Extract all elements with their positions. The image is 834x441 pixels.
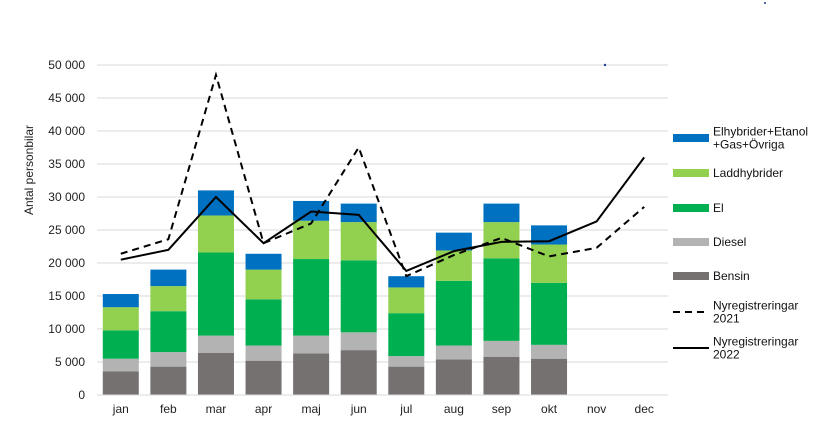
legend-label: Elhybrider+Etanol (713, 125, 808, 139)
series-line (120, 156, 646, 273)
x-tick-label: aug (444, 402, 464, 416)
bar-segment (435, 232, 472, 251)
legend-label: Diesel (713, 235, 746, 249)
bar-segment (293, 335, 330, 354)
stray-dot (603, 63, 607, 67)
bar-segment (245, 269, 282, 300)
y-tick-label: 20 000 (48, 256, 85, 270)
bar-segment (102, 330, 139, 359)
x-tick-label: feb (160, 402, 177, 416)
y-axis-title: Antal personbilar (22, 125, 36, 215)
bar-segment (245, 253, 282, 270)
x-tick-label: okt (541, 402, 558, 416)
bar-segment (483, 258, 520, 341)
legend-swatch (673, 238, 709, 246)
bar-segment (150, 269, 187, 287)
y-tick-label: 35 000 (48, 157, 85, 171)
bar-segment (197, 252, 234, 336)
x-tick-label: dec (635, 402, 654, 416)
x-tick-label: nov (587, 402, 606, 416)
bar-segment (150, 311, 187, 353)
bar-segment (388, 366, 425, 395)
x-tick-label: jul (399, 402, 412, 416)
bar-segment (483, 203, 520, 223)
y-tick-label: 25 000 (48, 223, 85, 237)
series-line (120, 71, 645, 278)
bar-segment (531, 282, 568, 345)
y-tick-label: 45 000 (48, 91, 85, 105)
bar-segment (531, 344, 568, 359)
bar-segment (197, 352, 234, 395)
y-tick-label: 0 (78, 388, 85, 402)
bar-segment (483, 356, 520, 395)
legend-swatch (673, 204, 709, 212)
bar-segment (531, 244, 568, 283)
bar-segment (293, 353, 330, 395)
bar-segment (245, 345, 282, 361)
x-tick-label: sep (492, 402, 512, 416)
bar-segment (102, 294, 139, 308)
bar-segment (150, 286, 187, 312)
y-tick-label: 50 000 (48, 58, 85, 72)
bar-segment (245, 360, 282, 395)
bar-segment (293, 259, 330, 336)
bar-segment (102, 371, 139, 395)
axes: 0 5 000 10 000 15 000 20 000 25 000 30 000 35 0… (48, 58, 668, 416)
bar-segment (197, 335, 234, 353)
bar-segment (388, 356, 425, 367)
bar-segment (435, 359, 472, 395)
bar-segment (293, 220, 330, 260)
legend-label: +Gas+Övriga (713, 138, 785, 152)
y-tick-label: 30 000 (48, 190, 85, 204)
bar-segment (388, 313, 425, 357)
y-tick-label: 40 000 (48, 124, 85, 138)
lines (120, 71, 646, 278)
bar-segment (388, 276, 425, 288)
x-tick-label: jan (112, 402, 129, 416)
bar-segment (197, 215, 234, 253)
bar-segment (435, 345, 472, 360)
legend-label: Laddhybrider (713, 166, 783, 180)
legend-label: El (713, 201, 724, 215)
y-tick-label: 5 000 (55, 355, 85, 369)
bar-segment (340, 332, 377, 351)
legend: Elhybrider+Etanol+Gas+Övriga Laddhybrider… (673, 125, 808, 362)
x-tick-label: maj (301, 402, 320, 416)
gridlines (97, 64, 668, 363)
y-tick-label: 15 000 (48, 289, 85, 303)
legend-swatch (673, 134, 709, 142)
legend-label: Nyregistreringar (713, 335, 798, 349)
legend-label: 2022 (713, 348, 740, 362)
bars (102, 190, 568, 395)
bar-segment (340, 350, 377, 395)
bar-segment (531, 225, 568, 245)
bar-segment (102, 358, 139, 372)
stray-dot (764, 2, 766, 4)
bar-segment (340, 222, 377, 261)
x-tick-label: mar (206, 402, 227, 416)
bar-segment (531, 358, 568, 395)
legend-swatch (673, 169, 709, 177)
bar-segment (150, 352, 187, 367)
bar-segment (102, 307, 139, 331)
bar-segment (435, 280, 472, 346)
legend-swatch (673, 272, 709, 280)
legend-label: Nyregistreringar (713, 299, 798, 313)
bar-segment (483, 340, 520, 357)
y-tick-label: 10 000 (48, 322, 85, 336)
x-tick-label: jun (350, 402, 367, 416)
bar-segment (388, 287, 425, 314)
bar-segment (245, 299, 282, 346)
bar-segment (150, 366, 187, 395)
bar-segment (340, 203, 377, 223)
legend-label: Bensin (713, 269, 750, 283)
bar-segment (483, 222, 520, 259)
legend-label: 2021 (713, 312, 740, 326)
x-tick-label: apr (255, 402, 272, 416)
bar-segment (340, 260, 377, 333)
